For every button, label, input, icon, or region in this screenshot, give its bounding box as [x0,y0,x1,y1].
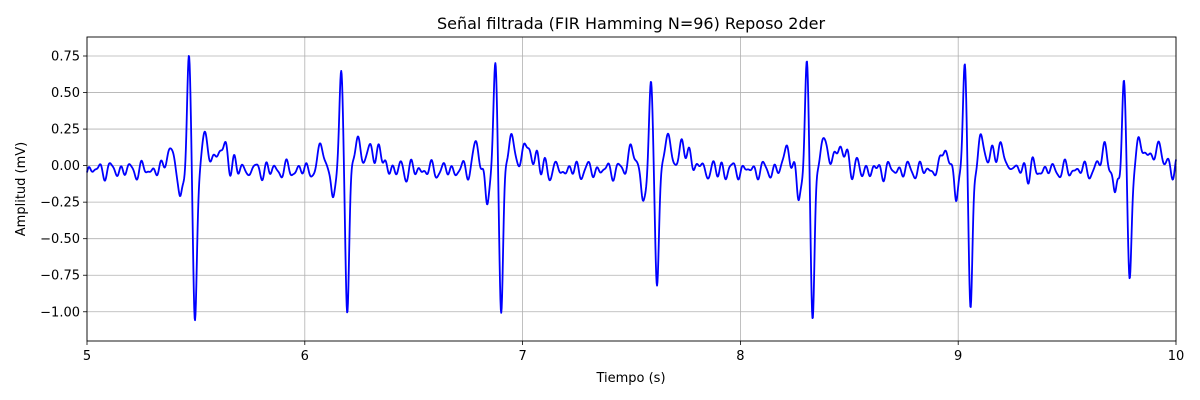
y-tick-label: 0.25 [51,123,80,138]
plot-frame [86,36,1177,342]
x-tick-label: 8 [736,349,744,364]
chart-title: Señal filtrada (FIR Hamming N=96) Reposo… [437,14,826,33]
y-tick-label: 0.75 [51,50,80,65]
y-tick-label: 0.50 [51,86,80,101]
y-axis: −1.00 −0.75 −0.50 −0.25 0.00 0.25 0.50 0.75 [40,50,87,320]
x-tick-label: 9 [954,349,962,364]
y-tick-label: −1.00 [40,305,80,320]
x-tick-label: 5 [83,349,91,364]
y-tick-label: 0.00 [51,159,80,174]
y-tick-label: −0.75 [40,269,80,284]
y-tick-label: −0.50 [40,232,80,247]
signal-line [86,55,1177,322]
x-tick-label: 7 [518,349,526,364]
x-tick-label: 10 [1168,349,1185,364]
y-axis-title: Amplitud (mV) [14,142,29,236]
y-tick-label: −0.25 [40,196,80,211]
x-axis: 5 6 7 8 9 10 [83,341,1184,364]
x-axis-title: Tiempo (s) [595,371,665,386]
x-tick-label: 6 [301,349,309,364]
